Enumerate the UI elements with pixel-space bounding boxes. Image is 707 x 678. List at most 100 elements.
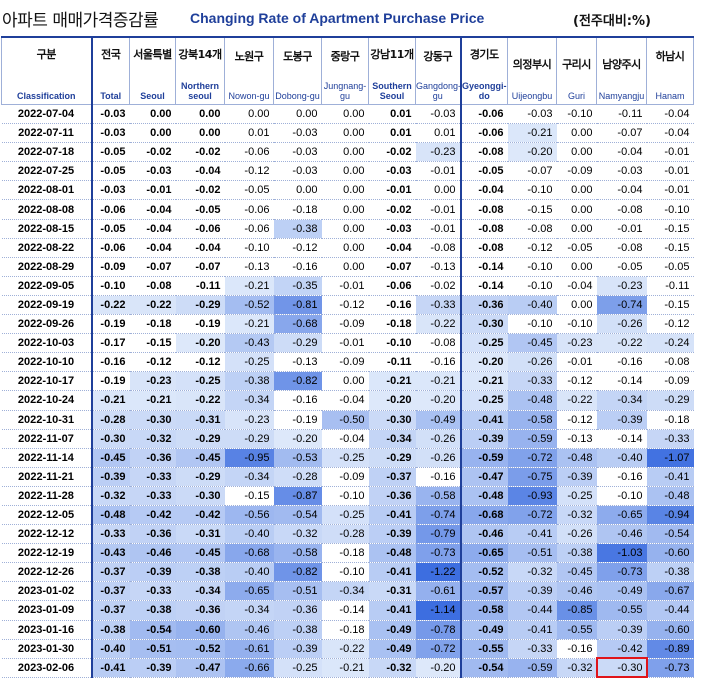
value-cell: -0.82 bbox=[273, 562, 322, 583]
header-english-label: Gyeonggi-do bbox=[462, 81, 507, 101]
value-cell: -0.49 bbox=[415, 410, 462, 430]
value-cell: -0.68 bbox=[460, 505, 508, 526]
value-cell: -0.12 bbox=[321, 295, 369, 316]
value-cell: -0.07 bbox=[368, 257, 416, 277]
value-cell: -0.36 bbox=[175, 600, 225, 621]
value-cell: -0.21 bbox=[321, 658, 369, 678]
value-cell: -0.06 bbox=[368, 276, 416, 296]
title-bar: 아파트 매매가격증감률 Changing Rate of Apartment P… bbox=[0, 0, 707, 36]
value-cell: -0.13 bbox=[415, 257, 462, 277]
value-cell: -0.09 bbox=[321, 352, 369, 373]
value-cell: -0.38 bbox=[224, 371, 274, 392]
value-cell: -0.81 bbox=[273, 295, 322, 316]
value-cell: -0.03 bbox=[129, 161, 176, 182]
value-cell: -0.60 bbox=[175, 620, 225, 640]
value-cell: -0.17 bbox=[91, 333, 130, 354]
value-cell: -0.15 bbox=[224, 486, 274, 506]
value-cell: -0.65 bbox=[460, 543, 508, 564]
header-english-label: Total bbox=[100, 91, 122, 101]
header-korean-label: 강동구 bbox=[423, 50, 453, 63]
value-cell: 0.00 bbox=[556, 219, 597, 239]
value-cell: -0.67 bbox=[646, 581, 694, 602]
row-date: 2022-11-21 bbox=[1, 467, 93, 487]
value-cell: -0.89 bbox=[646, 639, 694, 659]
value-cell: -0.60 bbox=[646, 543, 694, 564]
value-cell: -0.04 bbox=[321, 429, 369, 449]
value-cell: -0.15 bbox=[646, 219, 694, 239]
value-cell: -0.01 bbox=[415, 199, 462, 220]
value-cell: -0.38 bbox=[556, 543, 597, 564]
table-row: 2022-12-26 -0.37 -0.39 -0.38 -0.40 -0.82 -0.10… bbox=[1, 562, 694, 583]
value-cell: -0.65 bbox=[596, 505, 647, 526]
value-cell: 0.00 bbox=[129, 104, 176, 125]
value-cell: -0.45 bbox=[556, 562, 597, 583]
value-cell: -0.55 bbox=[596, 600, 647, 621]
header-english-label: Nowon-gu bbox=[228, 91, 270, 101]
value-cell: -0.52 bbox=[224, 295, 274, 316]
table-row: 2022-11-14 -0.45 -0.36 -0.45 -0.95 -0.53 -0.25… bbox=[1, 448, 694, 468]
value-cell: -0.38 bbox=[646, 562, 694, 583]
value-cell: -0.20 bbox=[415, 390, 462, 411]
value-cell: -0.03 bbox=[91, 123, 130, 144]
value-cell: -0.23 bbox=[415, 142, 462, 163]
value-cell: -0.16 bbox=[273, 390, 322, 411]
value-cell: -0.22 bbox=[415, 314, 462, 335]
value-cell: -0.36 bbox=[129, 524, 176, 545]
value-cell: -0.03 bbox=[273, 161, 322, 182]
value-cell: -0.68 bbox=[273, 314, 322, 335]
value-cell: -0.01 bbox=[129, 180, 176, 201]
value-cell: -0.48 bbox=[460, 486, 508, 506]
row-date: 2022-10-10 bbox=[1, 352, 93, 373]
value-cell: -1.03 bbox=[596, 543, 647, 564]
value-cell: -0.58 bbox=[507, 410, 557, 430]
value-cell: -0.52 bbox=[460, 562, 508, 583]
value-cell: -0.34 bbox=[175, 581, 225, 602]
value-cell: -0.15 bbox=[507, 199, 557, 220]
value-cell: -0.75 bbox=[507, 467, 557, 487]
value-cell: -0.68 bbox=[224, 543, 274, 564]
table-row: 2022-07-18 -0.05 -0.02 -0.02 -0.06 -0.03 0.00-… bbox=[1, 142, 694, 163]
value-cell: -0.23 bbox=[556, 333, 597, 354]
value-cell: 0.00 bbox=[175, 123, 225, 144]
value-cell: -0.50 bbox=[321, 410, 369, 430]
value-cell: -0.10 bbox=[507, 314, 557, 335]
value-cell: -0.31 bbox=[175, 410, 225, 430]
value-cell: -0.01 bbox=[596, 219, 647, 239]
value-cell: -0.22 bbox=[596, 333, 647, 354]
value-cell: -0.10 bbox=[507, 276, 557, 296]
table-row: 2022-08-29 -0.09 -0.07 -0.07 -0.13 -0.16 0.00-… bbox=[1, 257, 694, 277]
value-cell: -0.26 bbox=[556, 524, 597, 545]
table-row: 2022-12-19 -0.43 -0.46 -0.45 -0.68 -0.58 -0.18… bbox=[1, 543, 694, 564]
value-cell: -0.34 bbox=[224, 467, 274, 487]
value-cell: -0.12 bbox=[556, 371, 597, 392]
value-cell: -0.29 bbox=[224, 429, 274, 449]
value-cell: -0.85 bbox=[556, 600, 597, 621]
value-cell: -0.03 bbox=[596, 161, 647, 182]
table-row: 2022-12-12 -0.33 -0.36 -0.31 -0.40 -0.32 -0.28… bbox=[1, 524, 694, 545]
value-cell: -0.25 bbox=[321, 505, 369, 526]
row-date: 2022-12-26 bbox=[1, 562, 93, 583]
value-cell: -0.08 bbox=[596, 199, 647, 220]
value-cell: -0.38 bbox=[175, 562, 225, 583]
value-cell: -0.06 bbox=[460, 104, 508, 125]
value-cell: -0.01 bbox=[646, 142, 694, 163]
value-cell: 0.01 bbox=[224, 123, 274, 144]
value-cell: -0.09 bbox=[91, 257, 130, 277]
value-cell: -0.48 bbox=[507, 390, 557, 411]
value-cell: -0.04 bbox=[596, 142, 647, 163]
value-cell: -0.03 bbox=[91, 104, 130, 125]
value-cell: -0.94 bbox=[646, 505, 694, 526]
value-cell: -0.02 bbox=[129, 142, 176, 163]
value-cell: -0.19 bbox=[91, 371, 130, 392]
table-row: 2022-09-26 -0.19 -0.18 -0.19 -0.21 -0.68 -0.09… bbox=[1, 314, 694, 335]
value-cell: -0.40 bbox=[507, 295, 557, 316]
header-korean-label: 남양주시 bbox=[602, 58, 641, 71]
header-korean-label: 노원구 bbox=[234, 50, 264, 63]
value-cell: -0.21 bbox=[415, 371, 462, 392]
value-cell: -0.22 bbox=[556, 390, 597, 411]
value-cell: -0.05 bbox=[91, 142, 130, 163]
value-cell: -0.29 bbox=[368, 448, 416, 468]
row-date: 2022-12-05 bbox=[1, 505, 93, 526]
value-cell: -0.56 bbox=[224, 505, 274, 526]
value-cell: -0.43 bbox=[91, 543, 130, 564]
